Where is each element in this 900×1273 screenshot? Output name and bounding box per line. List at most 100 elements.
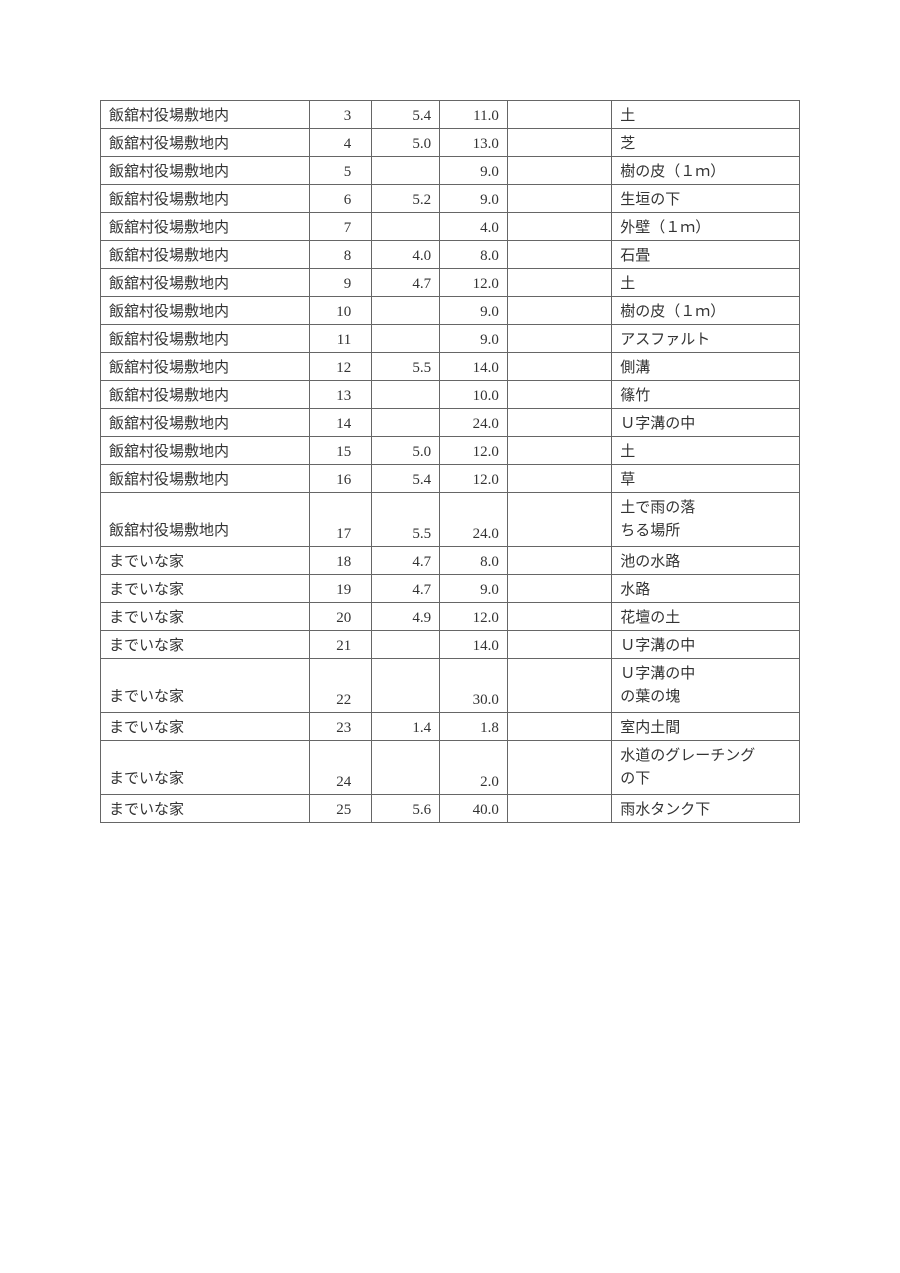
cell-blank — [507, 297, 611, 325]
cell-note: Ｕ字溝の中 — [612, 409, 800, 437]
cell-note: 土 — [612, 101, 800, 129]
cell-value2: 40.0 — [440, 795, 508, 823]
table-row: までいな家204.912.0花壇の土 — [101, 603, 800, 631]
cell-location: 飯舘村役場敷地内 — [101, 101, 310, 129]
cell-value2: 14.0 — [440, 353, 508, 381]
cell-note: 石畳 — [612, 241, 800, 269]
cell-number: 12 — [309, 353, 372, 381]
cell-blank — [507, 269, 611, 297]
cell-value1: 4.0 — [372, 241, 440, 269]
cell-number: 9 — [309, 269, 372, 297]
cell-value1: 5.0 — [372, 437, 440, 465]
cell-blank — [507, 603, 611, 631]
cell-note: 樹の皮（１ｍ） — [612, 297, 800, 325]
cell-value2: 9.0 — [440, 575, 508, 603]
cell-value1: 1.4 — [372, 713, 440, 741]
cell-value1 — [372, 157, 440, 185]
cell-location: までいな家 — [101, 659, 310, 713]
cell-value1: 4.7 — [372, 269, 440, 297]
cell-blank — [507, 213, 611, 241]
cell-value1: 5.2 — [372, 185, 440, 213]
cell-value1 — [372, 381, 440, 409]
table-row: 飯舘村役場敷地内84.08.0 石畳 — [101, 241, 800, 269]
cell-location: 飯舘村役場敷地内 — [101, 353, 310, 381]
cell-value2: 8.0 — [440, 547, 508, 575]
cell-note: 水路 — [612, 575, 800, 603]
cell-blank — [507, 465, 611, 493]
cell-note: 生垣の下 — [612, 185, 800, 213]
cell-note: Ｕ字溝の中の葉の塊 — [612, 659, 800, 713]
cell-blank — [507, 547, 611, 575]
table-row: 飯舘村役場敷地内59.0樹の皮（１ｍ） — [101, 157, 800, 185]
cell-number: 20 — [309, 603, 372, 631]
cell-value1: 4.9 — [372, 603, 440, 631]
cell-location: 飯舘村役場敷地内 — [101, 129, 310, 157]
data-table: 飯舘村役場敷地内35.411.0土飯舘村役場敷地内45.013.0芝飯舘村役場敷… — [100, 100, 800, 823]
table-row: までいな家231.41.8室内土間 — [101, 713, 800, 741]
cell-blank — [507, 129, 611, 157]
table-row: 飯舘村役場敷地内175.524.0土で雨の落ちる場所 — [101, 493, 800, 547]
cell-value2: 9.0 — [440, 157, 508, 185]
cell-value1 — [372, 409, 440, 437]
cell-number: 8 — [309, 241, 372, 269]
cell-value2: 10.0 — [440, 381, 508, 409]
cell-blank — [507, 795, 611, 823]
cell-value2: 30.0 — [440, 659, 508, 713]
cell-value2: 11.0 — [440, 101, 508, 129]
cell-number: 21 — [309, 631, 372, 659]
cell-value2: 1.8 — [440, 713, 508, 741]
cell-note: 花壇の土 — [612, 603, 800, 631]
table-row: 飯舘村役場敷地内74.0外壁（１ｍ） — [101, 213, 800, 241]
table-row: 飯舘村役場敷地内1310.0篠竹 — [101, 381, 800, 409]
cell-number: 11 — [309, 325, 372, 353]
cell-note: 草 — [612, 465, 800, 493]
table-row: までいな家2230.0Ｕ字溝の中の葉の塊 — [101, 659, 800, 713]
table-row: までいな家242.0水道のグレーチングの下 — [101, 741, 800, 795]
cell-number: 10 — [309, 297, 372, 325]
cell-value1: 5.4 — [372, 465, 440, 493]
cell-value2: 24.0 — [440, 493, 508, 547]
cell-location: 飯舘村役場敷地内 — [101, 269, 310, 297]
cell-number: 4 — [309, 129, 372, 157]
table-row: 飯舘村役場敷地内155.012.0土 — [101, 437, 800, 465]
cell-number: 5 — [309, 157, 372, 185]
cell-value1: 5.0 — [372, 129, 440, 157]
cell-number: 6 — [309, 185, 372, 213]
cell-location: 飯舘村役場敷地内 — [101, 241, 310, 269]
table-row: までいな家194.79.0水路 — [101, 575, 800, 603]
cell-value1 — [372, 213, 440, 241]
cell-location: までいな家 — [101, 575, 310, 603]
cell-number: 15 — [309, 437, 372, 465]
cell-value1 — [372, 631, 440, 659]
cell-note: 芝 — [612, 129, 800, 157]
cell-note: 室内土間 — [612, 713, 800, 741]
cell-blank — [507, 101, 611, 129]
cell-note: 土 — [612, 437, 800, 465]
cell-value1: 5.4 — [372, 101, 440, 129]
cell-note: 側溝 — [612, 353, 800, 381]
cell-number: 25 — [309, 795, 372, 823]
cell-number: 14 — [309, 409, 372, 437]
table-row: 飯舘村役場敷地内65.29.0生垣の下 — [101, 185, 800, 213]
table-row: 飯舘村役場敷地内125.514.0 側溝 — [101, 353, 800, 381]
cell-number: 19 — [309, 575, 372, 603]
cell-value1 — [372, 659, 440, 713]
cell-location: 飯舘村役場敷地内 — [101, 185, 310, 213]
cell-note: 雨水タンク下 — [612, 795, 800, 823]
cell-number: 16 — [309, 465, 372, 493]
cell-note: Ｕ字溝の中 — [612, 631, 800, 659]
cell-value2: 8.0 — [440, 241, 508, 269]
cell-location: 飯舘村役場敷地内 — [101, 213, 310, 241]
cell-number: 13 — [309, 381, 372, 409]
table-row: までいな家184.78.0池の水路 — [101, 547, 800, 575]
cell-location: 飯舘村役場敷地内 — [101, 325, 310, 353]
cell-note: アスファルト — [612, 325, 800, 353]
cell-number: 3 — [309, 101, 372, 129]
cell-value2: 12.0 — [440, 437, 508, 465]
cell-blank — [507, 437, 611, 465]
cell-number: 23 — [309, 713, 372, 741]
cell-value1: 5.5 — [372, 353, 440, 381]
cell-blank — [507, 241, 611, 269]
table-row: 飯舘村役場敷地内119.0アスファルト — [101, 325, 800, 353]
cell-location: までいな家 — [101, 603, 310, 631]
